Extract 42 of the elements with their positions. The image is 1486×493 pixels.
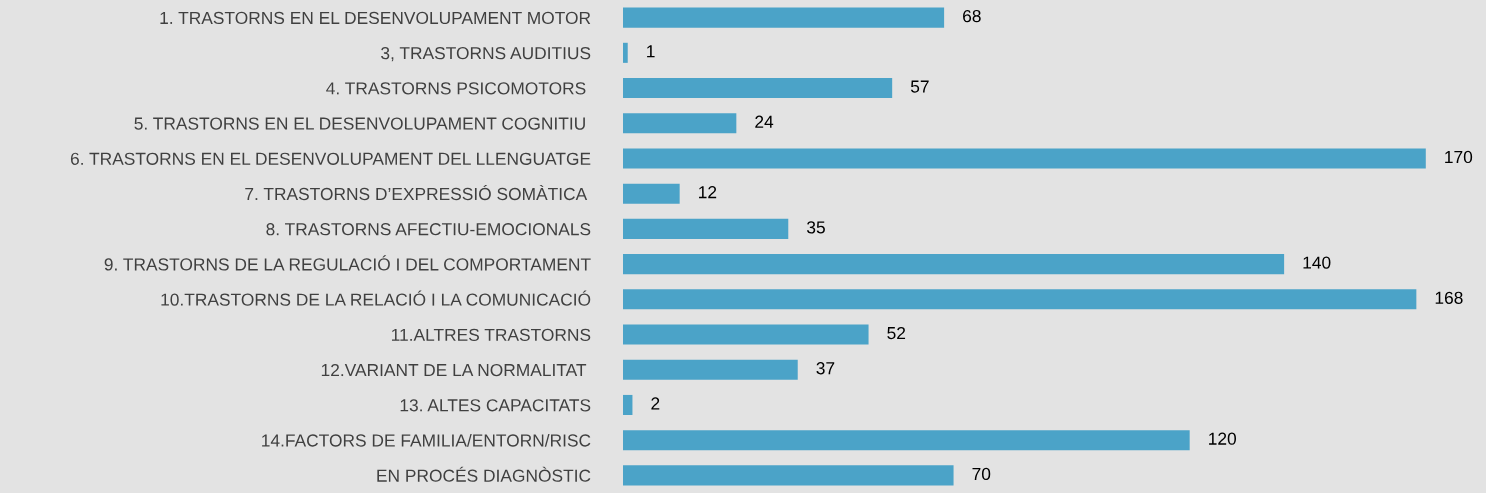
bar bbox=[623, 183, 680, 204]
data-label: 35 bbox=[807, 221, 825, 234]
bar bbox=[623, 7, 945, 28]
data-label: 140 bbox=[1303, 256, 1331, 269]
y-tick-label: EN PROCÉS DIAGNÒSTIC bbox=[377, 466, 591, 482]
data-label: 1 bbox=[647, 45, 655, 58]
bar bbox=[623, 42, 628, 63]
bar bbox=[623, 254, 1285, 275]
y-tick-label: 4. TRASTORNS PSICOMOTORS bbox=[326, 82, 586, 95]
y-tick-label: 1. TRASTORNS EN EL DESENVOLUPAMENT MOTOR bbox=[160, 11, 591, 25]
data-label: 2 bbox=[651, 397, 660, 410]
bar bbox=[623, 218, 789, 239]
bar bbox=[623, 430, 1190, 451]
data-label: 57 bbox=[910, 80, 929, 93]
data-label: 168 bbox=[1435, 291, 1463, 304]
bar bbox=[623, 289, 1417, 310]
y-tick-label: 6. TRASTORNS EN EL DESENVOLUPAMENT DEL LLENGUATGE bbox=[70, 152, 591, 165]
bar bbox=[623, 465, 954, 486]
y-tick-label: 10.TRASTORNS DE LA RELACIÓ I LA COMUNICACIÓ bbox=[161, 290, 591, 306]
bar bbox=[623, 394, 633, 415]
bar bbox=[623, 113, 737, 134]
y-tick-label: 9. TRASTORNS DE LA REGULACIÓ I DEL COMPORTAMENT bbox=[104, 255, 591, 271]
data-label: 24 bbox=[755, 115, 774, 128]
y-tick-label: 7. TRASTORNS D’EXPRESSIÓ SOMÀTICA bbox=[245, 184, 588, 201]
y-tick-label: 5. TRASTORNS EN EL DESENVOLUPAMENT COGNITIU bbox=[134, 117, 585, 130]
y-tick-label: 14.FACTORS DE FAMILIA/ENTORN/RISC bbox=[262, 433, 591, 447]
data-label: 68 bbox=[963, 9, 981, 23]
data-label: 70 bbox=[972, 467, 991, 481]
data-label: 170 bbox=[1445, 150, 1473, 164]
data-label: 52 bbox=[887, 326, 906, 340]
bar bbox=[623, 78, 893, 99]
y-tick-label: 12.VARIANT DE LA NORMALITAT bbox=[321, 363, 587, 377]
y-tick-label: 11.ALTRES TRASTORNS bbox=[391, 328, 591, 341]
y-tick-label: 13. ALTES CAPACITATS bbox=[400, 399, 591, 412]
bar bbox=[623, 324, 869, 345]
bar bbox=[623, 359, 798, 380]
data-label: 37 bbox=[816, 362, 835, 375]
data-label: 12 bbox=[699, 186, 717, 199]
bar bbox=[623, 148, 1426, 169]
y-tick-label: 3, TRASTORNS AUDITIUS bbox=[381, 46, 591, 62]
data-label: 120 bbox=[1209, 432, 1237, 445]
y-tick-label: 8. TRASTORNS AFECTIU-EMOCIONALS bbox=[266, 223, 591, 236]
